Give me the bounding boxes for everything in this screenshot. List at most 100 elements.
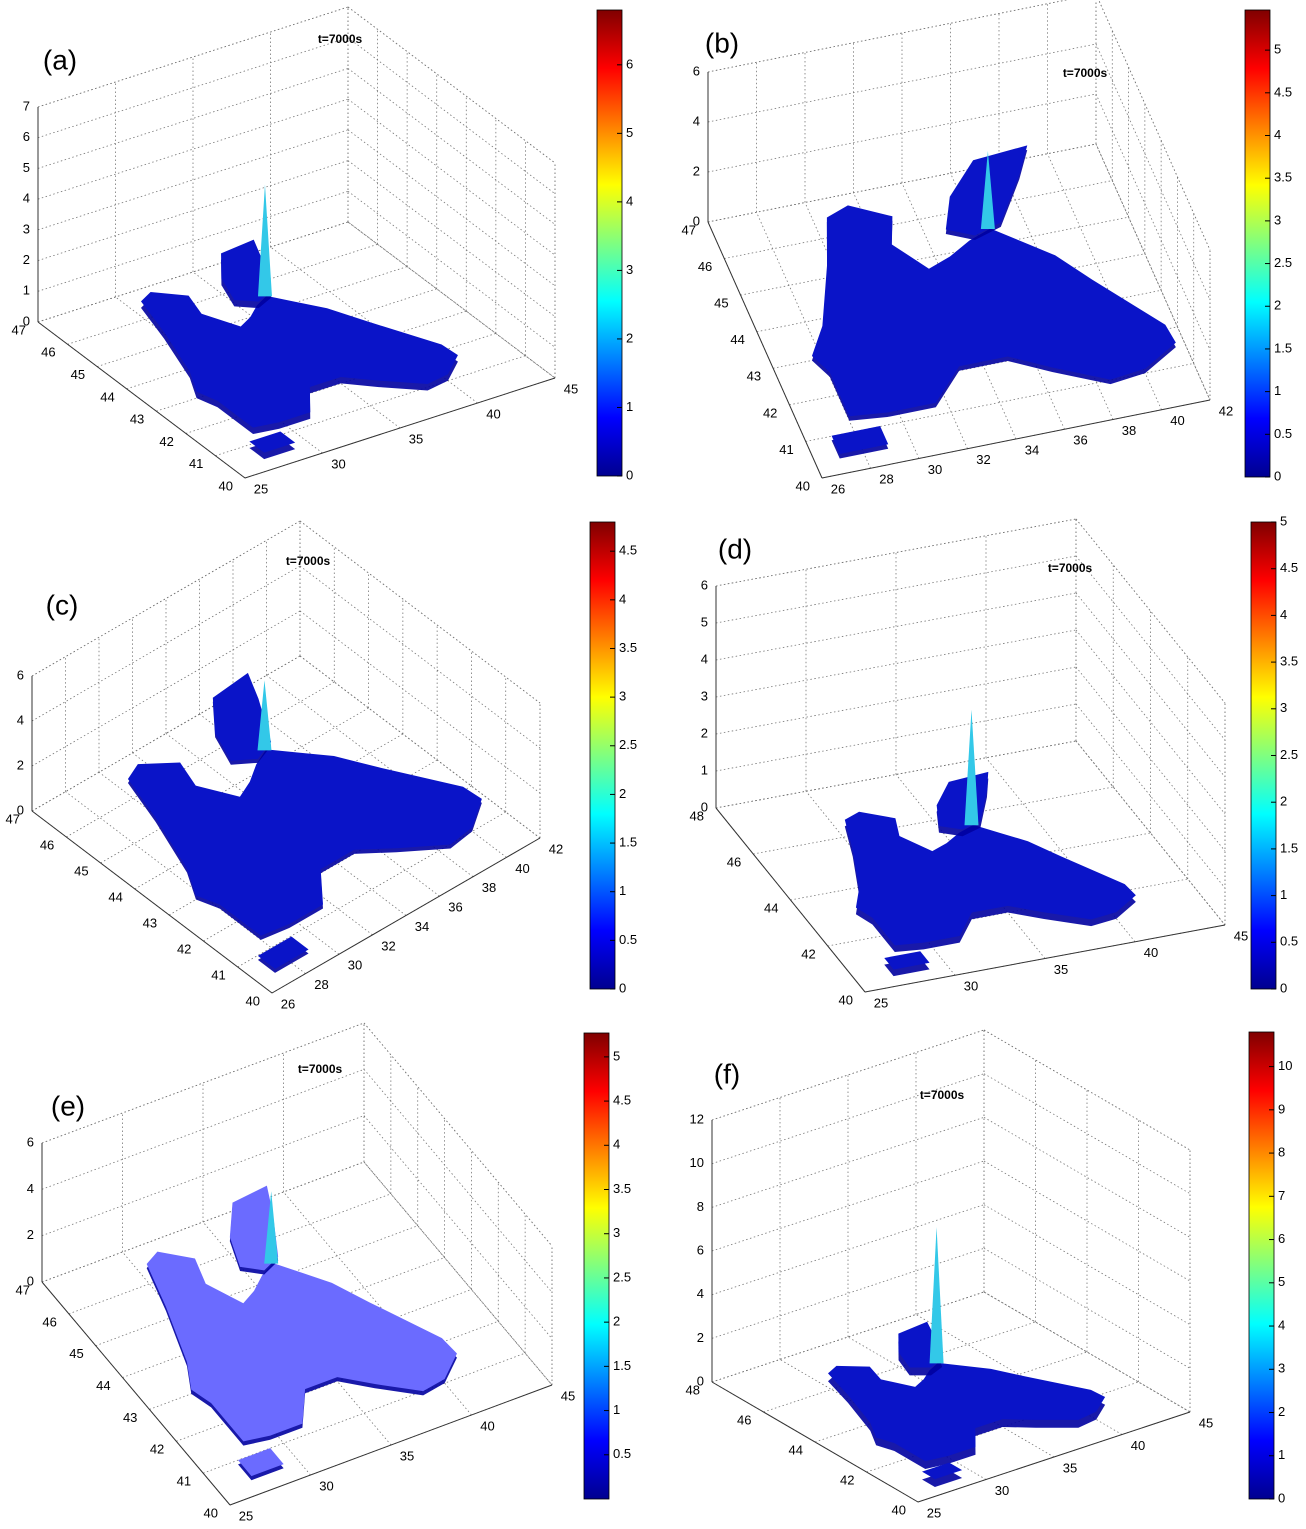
z-tick-label: 4 [27, 1181, 34, 1196]
y-tick-label: 48 [686, 1382, 700, 1397]
colorbar-tick-label: 4.5 [613, 1093, 631, 1108]
y-tick-label: 45 [714, 296, 728, 311]
y-tick-label: 42 [763, 405, 777, 420]
y-tick-label: 41 [779, 442, 793, 457]
panel-title: t=7000s [298, 1062, 343, 1076]
box-edge [1098, 0, 1211, 251]
z-tick-label: 4 [701, 651, 708, 666]
x-grid-line [347, 221, 556, 379]
box-edge [711, 1029, 985, 1121]
x-tick-label: 30 [331, 456, 345, 471]
x-tick-label: 35 [409, 431, 423, 446]
y-tick-label: 44 [789, 1442, 803, 1457]
z-grid-line [983, 1247, 1191, 1369]
x-grid-line [192, 271, 401, 429]
colorbar-tick-label: 0.5 [619, 932, 637, 947]
z-tick-label: 6 [697, 1242, 704, 1257]
x-tick-label: 32 [976, 452, 990, 467]
colorbar-tick-label: 1 [626, 399, 633, 414]
z-tick-label: 0 [23, 313, 30, 328]
panel-title: t=7000s [318, 32, 363, 46]
x-grid-line [202, 1221, 392, 1446]
axis-line [229, 1384, 553, 1506]
colorbar-tick-label: 3.5 [1274, 170, 1292, 185]
y-tick-label: 47 [682, 222, 696, 237]
x-tick-label: 35 [400, 1448, 414, 1463]
panel-label: (f) [714, 1058, 740, 1089]
colorbar-tick-label: 5 [1274, 42, 1281, 57]
y-tick-label: 46 [698, 259, 712, 274]
surface [884, 951, 930, 970]
x-tick-label: 25 [239, 1508, 253, 1523]
colorbar-tick-label: 1.5 [613, 1358, 631, 1373]
z-grid-line [299, 520, 541, 704]
colorbar-tick-label: 1 [1274, 383, 1281, 398]
x-tick-label: 30 [995, 1483, 1009, 1498]
x-tick-label: 34 [1025, 442, 1039, 457]
colorbar-tick-label: 3 [1280, 700, 1287, 715]
colorbar-tick-label: 3 [613, 1225, 620, 1240]
x-tick-label: 26 [281, 996, 295, 1011]
y-tick-label: 41 [189, 456, 203, 471]
x-tick-label: 38 [482, 880, 496, 895]
x-tick-label: 40 [480, 1418, 494, 1433]
wave-peak [929, 1227, 944, 1364]
surface-side [922, 1470, 963, 1487]
z-tick-label: 6 [17, 667, 24, 682]
y-grid-line [715, 740, 1077, 809]
colorbar-tick-label: 4 [619, 591, 626, 606]
z-grid-line [347, 37, 556, 195]
z-tick-label: 4 [697, 1286, 704, 1301]
x-tick-label: 38 [1122, 423, 1136, 438]
colorbar-tick-label: 3 [619, 689, 626, 704]
colorbar-tick-label: 2 [1280, 794, 1287, 809]
panel-title: t=7000s [1048, 561, 1093, 575]
wave-peak [257, 184, 272, 297]
axis-line [864, 924, 1226, 993]
z-grid-line [1075, 666, 1226, 852]
colorbar-tick-label: 2 [1274, 298, 1281, 313]
x-tick-label: 28 [314, 977, 328, 992]
colorbar-tick-label: 1 [613, 1402, 620, 1417]
panel-label: (a) [43, 44, 77, 75]
colorbar-tick-label: 0 [1278, 1490, 1285, 1505]
z-grid-line [1075, 518, 1226, 704]
colorbar-tick-label: 4.5 [1274, 84, 1292, 99]
z-tick-label: 0 [697, 1373, 704, 1388]
y-grid-line [753, 786, 1114, 855]
y-tick-label: 46 [42, 1314, 56, 1329]
x-grid-line [1047, 153, 1162, 410]
x-grid-line [895, 774, 1046, 959]
axis-line [41, 1281, 231, 1506]
x-tick-label: 40 [1131, 1438, 1145, 1453]
surface [831, 425, 889, 454]
z-grid-line [711, 1073, 985, 1165]
y-tick-label: 45 [69, 1346, 83, 1361]
z-tick-label: 3 [701, 688, 708, 703]
y-tick-label: 40 [204, 1505, 218, 1520]
y-tick-label: 44 [108, 889, 122, 904]
colorbar-tick-label: 5 [1278, 1274, 1285, 1289]
y-tick-label: 40 [796, 478, 810, 493]
box-edge [715, 518, 1077, 587]
colorbar-tick-label: 9 [1278, 1101, 1285, 1116]
axis-line [244, 377, 556, 479]
y-tick-label: 42 [177, 941, 191, 956]
y-tick-label: 40 [839, 992, 853, 1007]
colorbar-tick-label: 6 [1278, 1231, 1285, 1246]
z-tick-label: 6 [693, 63, 700, 78]
colorbar-tick-label: 2.5 [613, 1269, 631, 1284]
z-tick-label: 2 [17, 757, 24, 772]
x-tick-label: 30 [964, 979, 978, 994]
y-tick-label: 46 [727, 854, 741, 869]
colorbar-tick-label: 0 [619, 980, 626, 995]
z-grid-line [1098, 0, 1211, 251]
colorbar-tick-label: 5 [1280, 513, 1287, 528]
wave-peak [980, 150, 995, 229]
z-tick-label: 2 [27, 1227, 34, 1242]
y-tick-label: 44 [100, 389, 114, 404]
panel-label: (c) [46, 589, 79, 620]
x-tick-label: 45 [564, 381, 578, 396]
z-tick-label: 0 [17, 802, 24, 817]
z-grid-line [1075, 555, 1226, 741]
